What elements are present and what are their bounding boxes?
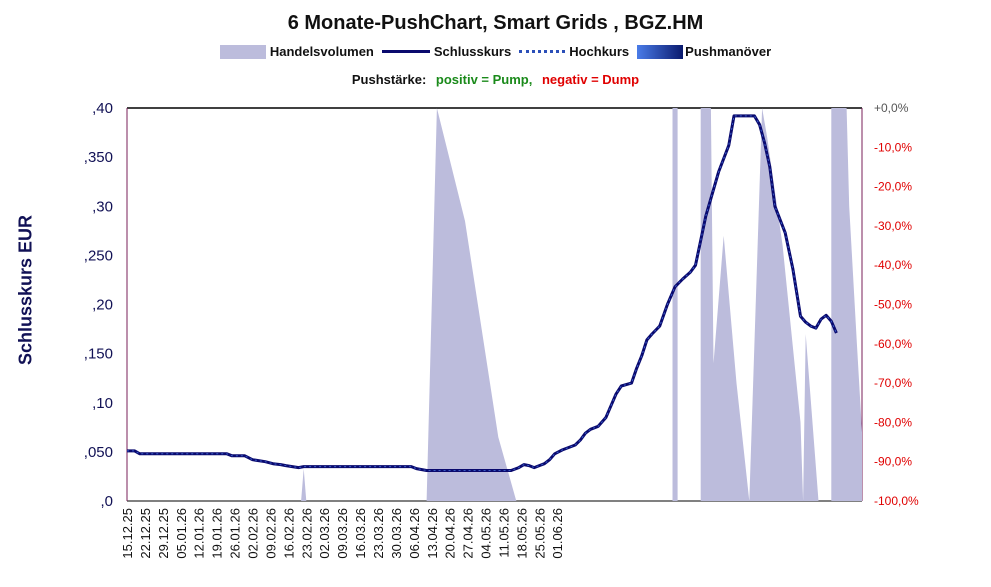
y2-tick-label: -100,0% xyxy=(874,494,919,508)
legend-item-push: Pushmanöver xyxy=(637,44,771,59)
x-tick-label: 11.05.26 xyxy=(496,508,511,558)
x-tick-label: 26.01.26 xyxy=(228,508,243,559)
y-tick-label: ,350 xyxy=(84,149,113,166)
push-strength-note: Pushstärke: positiv = Pump, negativ = Du… xyxy=(0,72,991,87)
y2-tick-label: -10,0% xyxy=(874,140,912,154)
push-negative-label: negativ = Dump xyxy=(541,72,640,87)
y2-tick-label: -80,0% xyxy=(874,415,912,429)
x-tick-label: 29.12.25 xyxy=(156,508,171,559)
x-tick-label: 30.03.26 xyxy=(389,508,404,559)
legend-label-push: Pushmanöver xyxy=(685,44,772,59)
x-tick-label: 06.04.26 xyxy=(407,508,422,559)
y-tick-label: ,0 xyxy=(100,493,113,510)
y-tick-label: ,150 xyxy=(84,346,113,363)
legend-swatch-volume xyxy=(219,44,266,59)
x-tick-label: 20.04.26 xyxy=(443,508,458,559)
y2-tick-label: +0,0% xyxy=(874,101,909,115)
x-tick-label: 22.12.25 xyxy=(138,508,153,559)
x-tick-label: 09.03.26 xyxy=(335,508,350,559)
x-tick-label: 02.03.26 xyxy=(317,508,332,559)
x-tick-label: 01.06.26 xyxy=(550,508,565,559)
legend-swatch-push xyxy=(637,44,684,59)
x-tick-label: 23.03.26 xyxy=(371,508,386,559)
high-price-line xyxy=(127,115,837,471)
x-tick-label: 12.01.26 xyxy=(192,508,207,559)
legend-label-volume: Handelsvolumen xyxy=(269,44,374,59)
chart-legend: Handelsvolumen Schlusskurs Hochkurs Push… xyxy=(0,44,991,59)
x-tick-label: 27.04.26 xyxy=(461,508,476,559)
x-tick-label: 04.05.26 xyxy=(479,508,494,559)
y-tick-label: ,050 xyxy=(84,444,113,461)
x-tick-label: 23.02.26 xyxy=(299,508,314,559)
x-tick-label: 16.03.26 xyxy=(353,508,368,559)
legend-swatch-high xyxy=(519,50,566,53)
y-tick-label: ,30 xyxy=(92,198,113,215)
y2-tick-label: -50,0% xyxy=(874,298,912,312)
volume-area xyxy=(127,108,862,501)
x-tick-label: 18.05.26 xyxy=(514,508,529,559)
y2-tick-label: -20,0% xyxy=(874,180,912,194)
legend-item-volume: Handelsvolumen xyxy=(219,44,374,59)
y2-tick-label: -60,0% xyxy=(874,337,912,351)
legend-swatch-close xyxy=(381,50,430,53)
y-tick-label: ,20 xyxy=(92,297,113,314)
y2-tick-label: -70,0% xyxy=(874,376,912,390)
push-positive-label: positiv = Pump, xyxy=(435,72,533,87)
chart-title: 6 Monate-PushChart, Smart Grids , BGZ.HM xyxy=(287,12,704,34)
x-tick-label: 05.01.26 xyxy=(174,508,189,559)
legend-label-close: Schlusskurs xyxy=(433,44,512,59)
y-tick-label: ,40 xyxy=(92,100,113,117)
x-tick-label: 19.01.26 xyxy=(210,508,225,559)
legend-label-high: Hochkurs xyxy=(569,44,630,59)
x-tick-label: 13.04.26 xyxy=(425,508,440,559)
x-tick-label: 16.02.26 xyxy=(281,508,296,559)
x-tick-label: 25.05.26 xyxy=(532,508,547,559)
x-tick-label: 09.02.26 xyxy=(263,508,278,559)
y2-tick-label: -40,0% xyxy=(874,258,912,272)
y-tick-label: ,250 xyxy=(84,247,113,264)
legend-item-high: Hochkurs xyxy=(519,44,629,59)
x-tick-label: 02.02.26 xyxy=(245,508,260,559)
x-tick-label: 15.12.25 xyxy=(120,508,135,559)
legend-item-close: Schlusskurs xyxy=(381,44,512,59)
y2-tick-label: -90,0% xyxy=(874,455,912,469)
push-strength-label: Pushstärke: xyxy=(351,72,427,87)
y-tick-label: ,10 xyxy=(92,395,113,412)
y2-tick-label: -30,0% xyxy=(874,219,912,233)
